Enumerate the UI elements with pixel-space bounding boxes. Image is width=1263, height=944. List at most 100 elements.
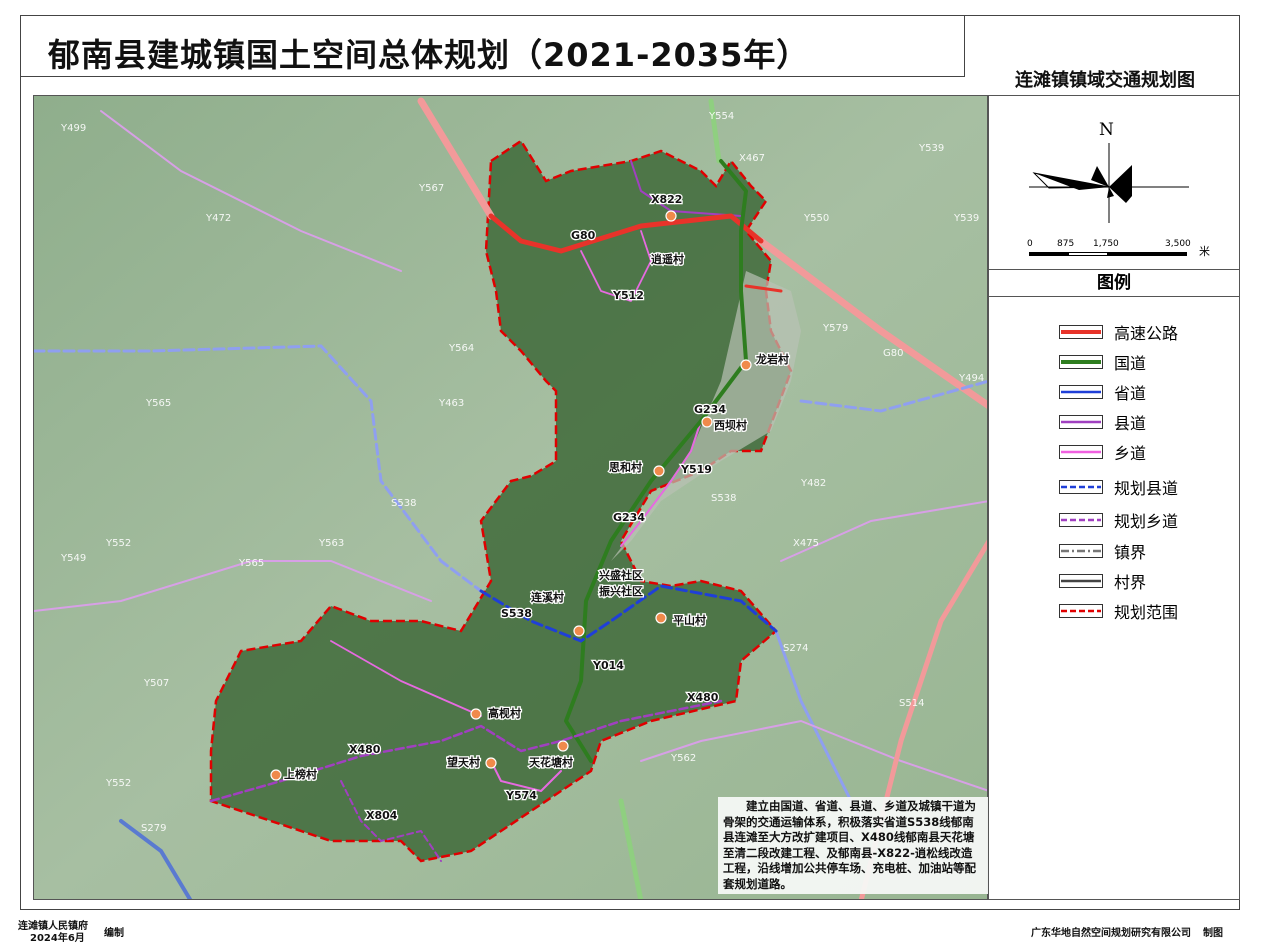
outside-road-label: Y539 <box>918 143 944 154</box>
road-label: Y014 <box>592 659 624 672</box>
village-label: 平山村 <box>673 613 706 627</box>
legend-label: 规划县道 <box>1114 479 1179 498</box>
road-label: G80 <box>571 229 596 242</box>
outside-road-label: Y550 <box>803 213 829 224</box>
footer-left-date: 2024年6月 <box>30 933 85 944</box>
outside-road-label: Y549 <box>60 553 86 564</box>
scale-tick: 875 <box>1057 239 1075 249</box>
outside-road-label: S274 <box>783 643 808 654</box>
footer-left-org: 连滩镇人民镇府 <box>18 921 88 932</box>
road-label: S538 <box>501 607 532 620</box>
village-label: 上榜村 <box>284 767 317 781</box>
scale-tick: 0 <box>1027 239 1033 249</box>
outside-road-label: Y552 <box>105 538 131 549</box>
outside-road-label: Y562 <box>670 753 696 764</box>
outside-road-label: S514 <box>899 698 924 709</box>
village-label: 连溪村 <box>531 590 564 604</box>
legend-item: 村界 <box>1059 570 1146 592</box>
legend-panel: N 0 875 1,750 3,500 米 图例 高速公路 国道 省道 县道 乡道 规划县… <box>988 95 1240 900</box>
page-title: 郁南县建城镇国土空间总体规划（2021-2035年） <box>20 15 965 77</box>
village-marker[interactable] <box>557 740 569 752</box>
village-label: 高枧村 <box>488 706 521 720</box>
village-markers <box>270 210 752 781</box>
legend-swatch <box>1059 480 1103 494</box>
scale-tick: 3,500 <box>1165 239 1191 249</box>
road-x804 <box>340 780 442 862</box>
outside-road-label: X467 <box>739 153 765 164</box>
legend-swatch <box>1059 415 1103 429</box>
legend-label: 高速公路 <box>1114 324 1179 343</box>
road-g80 <box>488 213 764 254</box>
village-label: 振兴社区 <box>599 584 643 598</box>
village-label: 思和村 <box>609 460 642 474</box>
road-g234 <box>564 159 748 763</box>
village-marker[interactable] <box>270 769 282 781</box>
scale-unit: 米 <box>1199 245 1210 258</box>
legend-item: 县道 <box>1059 411 1146 433</box>
plan-description: 建立由国道、省道、县道、乡道及城镇干道为骨架的交通运输体系，积极落实省道S538… <box>718 797 988 894</box>
road-township <box>330 640 482 717</box>
legend-item: 规划县道 <box>1059 476 1178 498</box>
map-svg: Y499 Y567 Y472 Y564 Y463 Y565 S538 Y563 Y565 Y552… <box>34 96 987 899</box>
legend-item: 镇界 <box>1059 540 1146 562</box>
village-marker[interactable] <box>701 416 713 428</box>
village-marker[interactable] <box>655 612 667 624</box>
road-labels: G80 X822 Y512 G234 Y519 G234 S538 Y014 X480 X480 Y… <box>348 192 728 824</box>
outside-road-label: Y499 <box>60 123 86 134</box>
outside-road-label: Y564 <box>448 343 474 354</box>
legend-label: 村界 <box>1114 573 1147 592</box>
road-label: G234 <box>694 403 726 416</box>
village-marker[interactable] <box>665 210 677 222</box>
road-x480 <box>209 699 723 803</box>
legend-label: 省道 <box>1114 384 1147 403</box>
outside-road-label: Y463 <box>438 398 464 409</box>
legend-swatch <box>1059 604 1103 618</box>
road-s538 <box>479 584 778 643</box>
outside-road-label: Y494 <box>958 373 984 384</box>
outside-road-label: S538 <box>391 498 416 509</box>
legend-swatch <box>1059 544 1103 558</box>
road-label: X804 <box>366 809 398 822</box>
road-y512 <box>580 230 652 302</box>
legend-label: 规划乡道 <box>1114 512 1179 531</box>
road-label: G234 <box>613 511 645 524</box>
road-label: Y574 <box>505 789 537 802</box>
legend-item: 高速公路 <box>1059 321 1178 343</box>
outside-road-label: Y507 <box>143 678 169 689</box>
legend-swatch <box>1059 385 1103 399</box>
scale-tick: 1,750 <box>1093 239 1119 249</box>
road-label: X822 <box>651 193 682 206</box>
legend-swatch <box>1059 445 1103 459</box>
outside-road-label: Y563 <box>318 538 344 549</box>
village-marker[interactable] <box>740 359 752 371</box>
outside-road-label: Y554 <box>708 111 734 122</box>
outside-road-label: Y482 <box>800 478 826 489</box>
planning-area <box>209 139 793 863</box>
outside-road-label: S538 <box>711 493 736 504</box>
legend-item: 国道 <box>1059 351 1146 373</box>
north-label: N <box>1099 120 1114 140</box>
planned-roads <box>209 159 783 862</box>
outside-road-label: Y565 <box>145 398 171 409</box>
outside-road-label: X475 <box>793 538 819 549</box>
legend-label: 县道 <box>1114 414 1147 433</box>
village-marker[interactable] <box>470 708 482 720</box>
legend-title: 图例 <box>989 269 1239 297</box>
village-marker[interactable] <box>485 757 497 769</box>
legend-label: 规划范围 <box>1114 603 1179 622</box>
map-canvas[interactable]: Y499 Y567 Y472 Y564 Y463 Y565 S538 Y563 Y565 Y552… <box>33 95 988 900</box>
legend-label: 镇界 <box>1114 543 1147 562</box>
village-marker[interactable] <box>573 625 585 637</box>
village-marker[interactable] <box>653 465 665 477</box>
outside-road-label: Y472 <box>205 213 231 224</box>
outside-road-label: Y552 <box>105 778 131 789</box>
map-subtitle: 连滩镇镇域交通规划图 <box>1015 70 1195 91</box>
village-label: 逍遥村 <box>651 252 684 266</box>
footer-right-org: 广东华地自然空间规划研究有限公司 <box>1031 928 1191 939</box>
road-label: X480 <box>349 743 381 756</box>
outside-road-label: Y567 <box>418 183 444 194</box>
north-arrow-icon <box>1029 143 1189 223</box>
footer-left-action: 编制 <box>104 928 124 939</box>
outside-road-label: Y579 <box>822 323 848 334</box>
